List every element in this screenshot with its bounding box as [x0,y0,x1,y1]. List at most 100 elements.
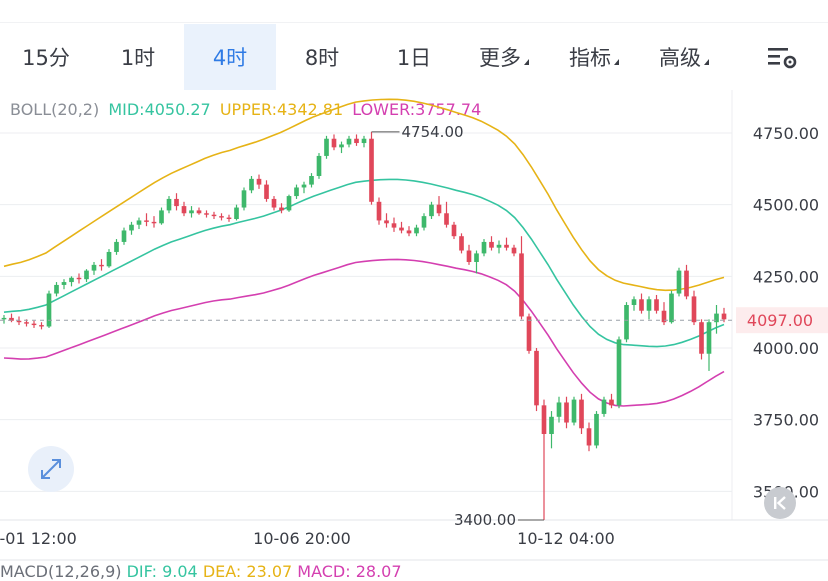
boll-mid: MID:4050.27 [108,100,211,119]
dropdown-caret-icon [614,59,619,65]
candle-body [511,247,517,254]
candle-body [174,198,179,207]
top-strip [0,0,828,23]
candle-body [234,207,239,219]
candle-body [616,339,622,406]
candle-body [31,323,37,326]
candle-body [601,399,607,414]
candle-body [654,299,659,311]
boll-upper: UPPER:4342.81 [219,100,344,119]
candle-body [204,213,209,215]
candle-body [316,155,322,176]
tab-indicators[interactable]: 指标 [548,24,640,90]
tab-label: 更多 [479,46,521,70]
candle-body [166,198,172,211]
candle-body [549,416,554,434]
candle-body [571,399,577,423]
tab-1d[interactable]: 1日 [368,24,460,90]
macd-dea: DEA: 23.07 [202,562,293,581]
macd-value: MACD: 28.07 [297,562,402,581]
candle-body [399,227,404,231]
tab-4h[interactable]: 4时 [184,24,276,90]
tab-label: 指标 [569,46,611,70]
candle-body [226,217,232,219]
candle-body [9,317,14,321]
candle-body [279,207,284,211]
candle-body [661,310,667,323]
candle-body [196,210,202,214]
candle-body [459,236,464,251]
candle-body [624,305,629,340]
mid-band-line [3,178,725,348]
candle-body [159,210,164,224]
candle-body [684,270,689,297]
candle-body [474,253,479,262]
candle-body [639,299,644,311]
candle-body [444,213,449,225]
expand-chart-button[interactable] [28,446,74,492]
candle-body [669,293,674,323]
candle-body [609,399,614,406]
tab-label: 4时 [212,46,248,70]
candle-body [61,282,67,285]
candles [1,131,727,520]
candle-body [16,320,22,323]
low-price-label: 3400.00 [454,511,516,529]
candle-body [429,204,434,217]
candle-body [309,176,314,185]
tab-label: 高级 [659,46,701,70]
candle-body [106,251,112,267]
price-axis-label: 4000.00 [753,339,819,358]
chart-overlay: 4097.00 4754.00 3400.00 10-01 12:00 10-06 20… [0,123,828,548]
candle-body [136,220,142,225]
expand-icon [41,459,61,479]
candle-body [691,296,697,323]
candle-body [631,299,637,305]
price-axis-label: 4750.00 [753,124,819,143]
candle-body [264,184,269,199]
candle-body [46,293,52,327]
time-axis-label: 10-06 20:00 [253,529,351,548]
boll-name: BOLL(20,2) [10,100,100,119]
jump-to-latest-button[interactable] [764,487,796,519]
tab-8h[interactable]: 8时 [276,24,368,90]
candle-body [249,178,254,191]
candle-body [211,214,217,217]
candle-body [436,204,442,214]
boll-legend: BOLL(20,2) MID:4050.27 UPPER:4342.81 LOW… [10,100,485,119]
candle-body [121,230,127,242]
candle-body [534,350,539,406]
candle-body [646,299,652,311]
candle-body [144,220,149,222]
tab-1h[interactable]: 1时 [92,24,184,90]
candle-body [391,223,397,228]
candle-body [181,206,187,214]
candlestick-chart[interactable]: 4750.004500.004250.004000.003750.003500.… [0,90,828,562]
candle-body [76,277,82,280]
candle-body [706,322,712,354]
candle-body [504,244,509,248]
candle-body [466,250,472,262]
price-axis-label: 4500.00 [753,196,819,215]
candle-body [526,316,532,351]
candle-body [496,244,502,248]
candle-body [286,196,292,211]
chart-settings-icon[interactable] [766,45,798,71]
candle-body [91,264,97,271]
candle-body [699,322,704,354]
current-price-tag [736,307,828,334]
tab-15m[interactable]: 15分 [0,24,92,90]
candle-body [301,184,307,188]
tab-more[interactable]: 更多 [460,24,548,90]
candle-body [384,220,389,224]
candle-body [556,402,562,417]
candle-body [406,230,412,234]
jump-to-start-icon [774,496,786,510]
tab-label: 1时 [120,46,156,70]
candle-body [24,322,29,324]
tab-advanced[interactable]: 高级 [640,24,728,90]
candle-body [69,277,74,283]
candle-body [84,270,89,280]
candle-body [339,144,344,148]
candle-body [346,138,352,145]
